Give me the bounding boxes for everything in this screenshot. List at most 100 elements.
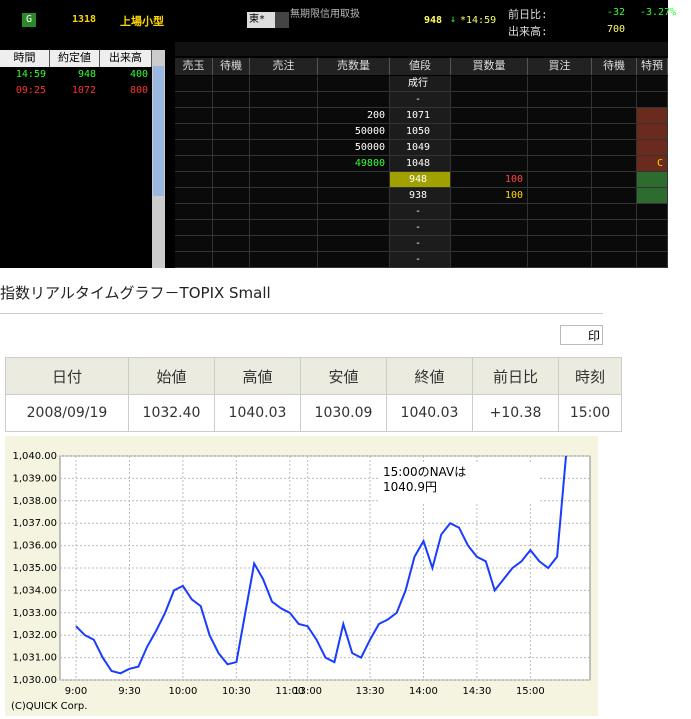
print-label: 印 (587, 329, 600, 343)
book-cell (528, 76, 592, 92)
book-header: 買注 (528, 58, 592, 75)
book-cell (592, 172, 637, 188)
trade-cell: 09:25 (15, 85, 46, 96)
book-cell (250, 236, 318, 252)
book-cell (213, 108, 250, 124)
table-cell: 時刻 (558, 357, 622, 395)
table-cell: 1040.03 (214, 394, 301, 432)
book-header: 特預 (637, 58, 668, 75)
table-cell: 日付 (5, 357, 129, 395)
book-cell (637, 252, 668, 268)
trade-cell: 948 (77, 69, 96, 80)
book-cell (175, 236, 213, 252)
scrollbar[interactable] (152, 50, 165, 268)
book-cell: - (390, 220, 451, 236)
x-tick-label: 15:00 (516, 686, 545, 697)
y-tick-label: 1,036.00 (12, 541, 57, 552)
x-tick-label: 9:30 (118, 686, 140, 697)
book-cell (213, 236, 250, 252)
y-tick-label: 1,037.00 (12, 518, 57, 529)
summary-table: 日付 始値 高値 安値 終値 前日比 時刻 2008/09/19 1032.40 1040.03 1… (5, 357, 622, 432)
change-label: 前日比: (508, 8, 548, 21)
table-row: 2008/09/19 1032.40 1040.03 1030.09 1040.03 +1… (5, 394, 622, 432)
book-cell (592, 252, 637, 268)
y-tick-label: 1,030.00 (12, 675, 57, 686)
x-tick-label: 13:00 (293, 686, 322, 697)
book-cell (250, 156, 318, 172)
book-cell (592, 220, 637, 236)
book-cell (528, 172, 592, 188)
book-cell (175, 252, 213, 268)
book-cell: 1071 (390, 108, 451, 124)
book-cell (175, 220, 213, 236)
book-header: 待機 (213, 58, 250, 75)
book-cell (528, 204, 592, 220)
trades-header: 出来高 (100, 50, 152, 67)
book-cell (250, 124, 318, 140)
trades-header: 時間 (0, 50, 50, 67)
table-cell: 1040.03 (386, 394, 473, 432)
book-cell (318, 220, 390, 236)
book-header: 売注 (250, 58, 318, 75)
book-top (175, 42, 668, 56)
series-line (75, 455, 567, 675)
x-tick-label: 10:00 (168, 686, 197, 697)
book-cell (175, 188, 213, 204)
book-cell: - (390, 236, 451, 252)
market-select[interactable]: 東* (247, 12, 289, 28)
book-cell (451, 140, 528, 156)
book-cell (250, 220, 318, 236)
time: *14:59 (460, 15, 497, 26)
trade-cell: 1072 (71, 85, 96, 96)
book-cell (175, 204, 213, 220)
book-cell (592, 236, 637, 252)
x-tick-label: 13:30 (356, 686, 385, 697)
book-cell (528, 140, 592, 156)
book-cell (175, 156, 213, 172)
x-tick-label: 14:30 (462, 686, 491, 697)
book-cell (213, 156, 250, 172)
table-cell: 1032.40 (128, 394, 215, 432)
print-button[interactable]: 印 (560, 325, 603, 345)
change-pct: -3.27% (640, 7, 677, 18)
book-cell (592, 76, 637, 92)
credit: 無期限信用取扱 (290, 9, 360, 20)
book-cell (637, 172, 668, 188)
book-cell (213, 220, 250, 236)
book-cell (451, 76, 528, 92)
table-cell: 1030.09 (300, 394, 387, 432)
book-cell (318, 92, 390, 108)
book-cell (637, 76, 668, 92)
book-cell (213, 76, 250, 92)
book-cell (250, 252, 318, 268)
book-cell: C (637, 156, 668, 172)
book-cell (318, 204, 390, 220)
book-cell (592, 140, 637, 156)
x-tick-label: 9:00 (65, 686, 87, 697)
book-cell (250, 108, 318, 124)
book-cell (528, 124, 592, 140)
book-cell (451, 252, 528, 268)
book-cell (213, 252, 250, 268)
y-tick-label: 1,031.00 (12, 653, 57, 664)
book-cell (592, 156, 637, 172)
book-cell (318, 236, 390, 252)
book-header: 売玉 (175, 58, 213, 75)
book-cell (528, 108, 592, 124)
annotation: 1040.9円 (383, 480, 437, 494)
y-tick-label: 1,034.00 (12, 585, 57, 596)
book-cell: - (390, 204, 451, 220)
y-tick-label: 1,038.00 (12, 496, 57, 507)
name: 上場小型 (120, 15, 164, 28)
table-cell: 15:00 (558, 394, 622, 432)
book-cell (528, 92, 592, 108)
y-tick-label: 1,032.00 (12, 630, 57, 641)
book-cell (175, 76, 213, 92)
book-cell (175, 140, 213, 156)
table-cell: 前日比 (472, 357, 559, 395)
book-header: 待機 (592, 58, 637, 75)
book-cell (451, 204, 528, 220)
book-cell: - (390, 252, 451, 268)
book-cell (213, 188, 250, 204)
trade-cell: 14:59 (15, 69, 46, 80)
